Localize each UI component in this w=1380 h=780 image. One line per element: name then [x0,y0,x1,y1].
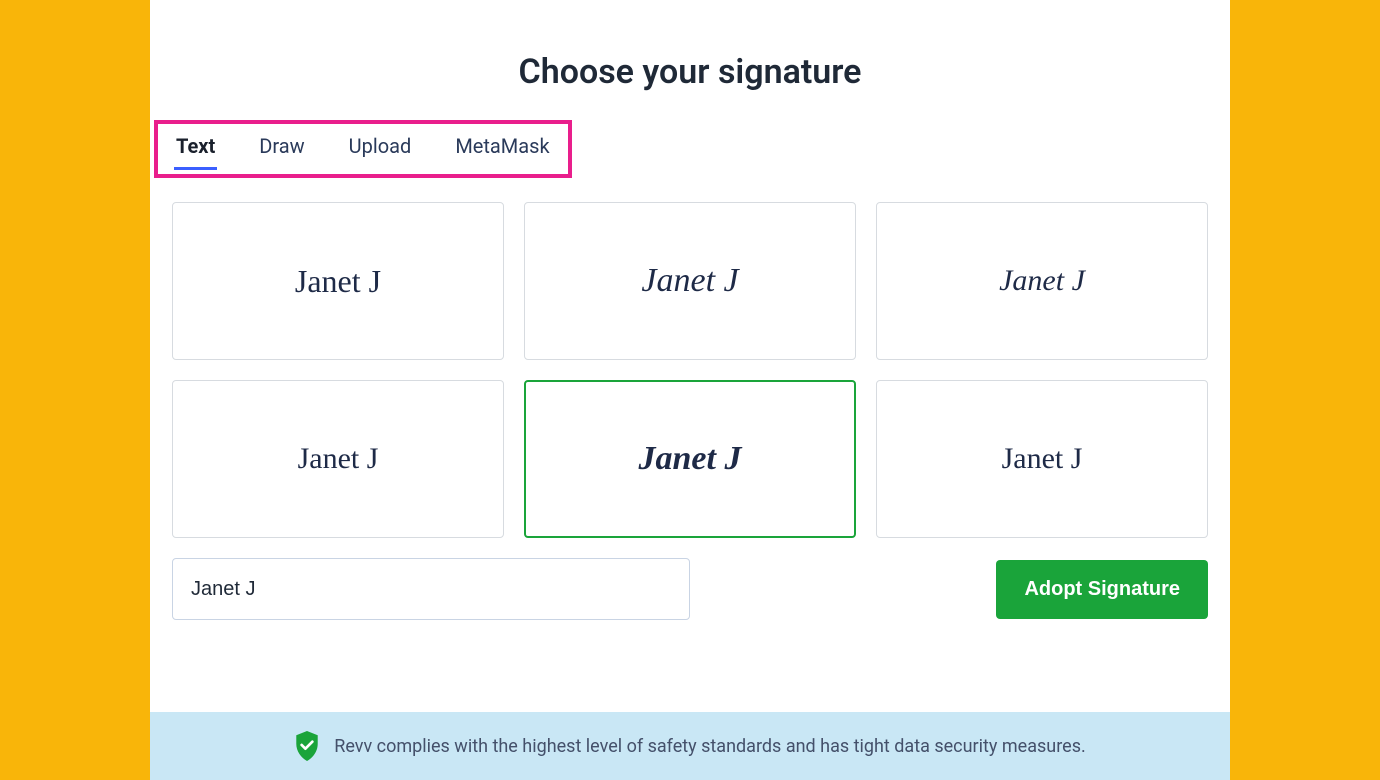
signature-preview: Janet J [999,264,1085,298]
signature-option-4[interactable]: Janet J [524,380,856,538]
modal-title: Choose your signature [150,0,1230,120]
bottom-row: Adopt Signature [150,538,1230,620]
signature-option-2[interactable]: Janet J [876,202,1208,360]
tab-upload[interactable]: Upload [347,130,414,168]
security-footer: Revv complies with the highest level of … [150,712,1230,780]
signature-option-0[interactable]: Janet J [172,202,504,360]
footer-message: Revv complies with the highest level of … [334,736,1085,757]
signature-option-3[interactable]: Janet J [172,380,504,538]
signature-option-5[interactable]: Janet J [876,380,1208,538]
tabs-highlight-box: Text Draw Upload MetaMask [154,120,572,178]
tab-draw[interactable]: Draw [257,130,306,168]
signature-modal: Choose your signature Text Draw Upload M… [150,0,1230,780]
tab-metamask[interactable]: MetaMask [453,130,551,168]
signature-preview: Janet J [1002,442,1083,476]
signature-grid: Janet J Janet J Janet J Janet J Janet J … [150,178,1230,538]
signature-name-input[interactable] [172,558,690,620]
signature-preview: Janet J [641,262,738,300]
tabs-container: Text Draw Upload MetaMask [174,130,552,168]
signature-preview: Janet J [298,442,379,476]
shield-check-icon [294,731,320,761]
signature-preview: Janet J [639,440,742,478]
signature-option-1[interactable]: Janet J [524,202,856,360]
adopt-signature-button[interactable]: Adopt Signature [996,560,1208,619]
tab-text[interactable]: Text [174,130,217,168]
signature-preview: Janet J [295,263,381,300]
